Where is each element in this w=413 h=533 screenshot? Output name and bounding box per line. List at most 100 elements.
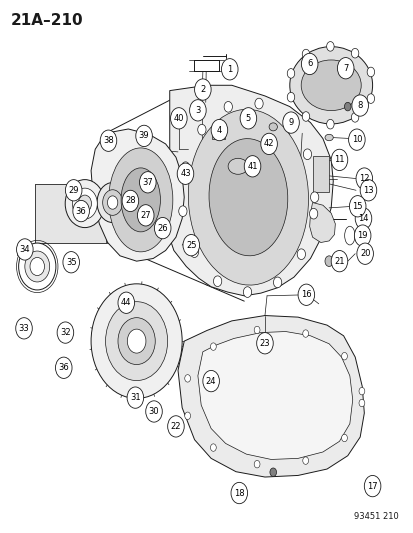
Polygon shape <box>197 332 352 459</box>
Circle shape <box>359 180 376 201</box>
Circle shape <box>355 168 372 189</box>
Text: 30: 30 <box>148 407 159 416</box>
Circle shape <box>63 252 79 273</box>
Circle shape <box>213 276 221 287</box>
Circle shape <box>202 370 219 392</box>
Circle shape <box>184 412 190 419</box>
Ellipse shape <box>97 182 128 223</box>
Circle shape <box>341 434 347 442</box>
Circle shape <box>282 112 299 133</box>
Circle shape <box>55 357 72 378</box>
Text: 8: 8 <box>357 101 362 110</box>
Ellipse shape <box>108 148 173 252</box>
Circle shape <box>17 239 33 260</box>
Circle shape <box>73 200 89 222</box>
Text: 25: 25 <box>185 241 196 249</box>
Text: 18: 18 <box>233 489 244 497</box>
Text: 22: 22 <box>170 422 181 431</box>
Circle shape <box>254 461 259 468</box>
Ellipse shape <box>125 203 138 219</box>
Circle shape <box>118 292 134 313</box>
Circle shape <box>326 119 333 129</box>
Text: 26: 26 <box>157 224 168 232</box>
Circle shape <box>297 249 305 260</box>
Text: 21: 21 <box>333 257 344 265</box>
Text: 41: 41 <box>247 162 257 171</box>
Circle shape <box>297 284 314 305</box>
Circle shape <box>356 243 373 264</box>
Text: 28: 28 <box>125 197 135 205</box>
Circle shape <box>223 101 232 112</box>
Text: 6: 6 <box>306 60 311 68</box>
Circle shape <box>358 387 364 395</box>
Ellipse shape <box>102 190 122 215</box>
Text: 7: 7 <box>342 64 347 72</box>
Ellipse shape <box>127 329 145 353</box>
Text: 9: 9 <box>288 118 293 127</box>
Ellipse shape <box>105 302 167 381</box>
Circle shape <box>240 108 256 129</box>
Circle shape <box>177 163 193 184</box>
Circle shape <box>309 208 317 219</box>
Bar <box>17 245 28 255</box>
Circle shape <box>287 69 294 78</box>
Text: 1: 1 <box>227 65 232 74</box>
Circle shape <box>178 206 187 216</box>
Circle shape <box>181 162 189 173</box>
Ellipse shape <box>188 109 308 285</box>
Ellipse shape <box>209 139 287 256</box>
Ellipse shape <box>268 123 277 131</box>
Ellipse shape <box>121 197 142 224</box>
Circle shape <box>310 192 318 203</box>
Ellipse shape <box>301 60 360 111</box>
Text: 40: 40 <box>173 114 184 123</box>
Circle shape <box>287 92 294 102</box>
Text: 11: 11 <box>333 156 344 164</box>
Text: 32: 32 <box>60 328 71 337</box>
Text: 5: 5 <box>245 114 250 123</box>
Ellipse shape <box>324 256 332 266</box>
Circle shape <box>348 129 364 150</box>
Text: 21A–210: 21A–210 <box>10 13 83 28</box>
Text: 93451 210: 93451 210 <box>353 512 398 521</box>
Circle shape <box>230 482 247 504</box>
Text: 3: 3 <box>195 106 200 115</box>
Text: 29: 29 <box>68 186 79 195</box>
Circle shape <box>354 208 371 229</box>
Circle shape <box>189 100 206 121</box>
Polygon shape <box>91 129 184 261</box>
Ellipse shape <box>107 196 118 209</box>
Circle shape <box>122 190 138 212</box>
Ellipse shape <box>91 284 182 399</box>
Circle shape <box>243 287 251 297</box>
Circle shape <box>256 333 273 354</box>
Text: 44: 44 <box>121 298 131 307</box>
Ellipse shape <box>324 134 332 141</box>
Circle shape <box>244 156 260 177</box>
Text: 16: 16 <box>300 290 311 299</box>
Text: 35: 35 <box>66 258 76 266</box>
Text: 37: 37 <box>142 178 153 187</box>
Text: 13: 13 <box>362 186 373 195</box>
Circle shape <box>363 475 380 497</box>
Circle shape <box>344 102 350 111</box>
Ellipse shape <box>72 188 97 219</box>
Circle shape <box>210 444 216 451</box>
Circle shape <box>349 196 365 217</box>
Circle shape <box>358 399 364 407</box>
Circle shape <box>65 180 82 201</box>
Circle shape <box>145 401 162 422</box>
Circle shape <box>183 235 199 256</box>
Text: 36: 36 <box>58 364 69 372</box>
Circle shape <box>273 277 281 288</box>
Circle shape <box>351 95 368 116</box>
Ellipse shape <box>289 47 372 124</box>
Circle shape <box>302 330 308 337</box>
Circle shape <box>326 42 333 51</box>
Ellipse shape <box>78 195 91 212</box>
Text: 4: 4 <box>216 126 221 134</box>
Polygon shape <box>35 184 184 243</box>
Circle shape <box>100 130 116 151</box>
Ellipse shape <box>65 180 104 228</box>
Circle shape <box>254 326 259 334</box>
